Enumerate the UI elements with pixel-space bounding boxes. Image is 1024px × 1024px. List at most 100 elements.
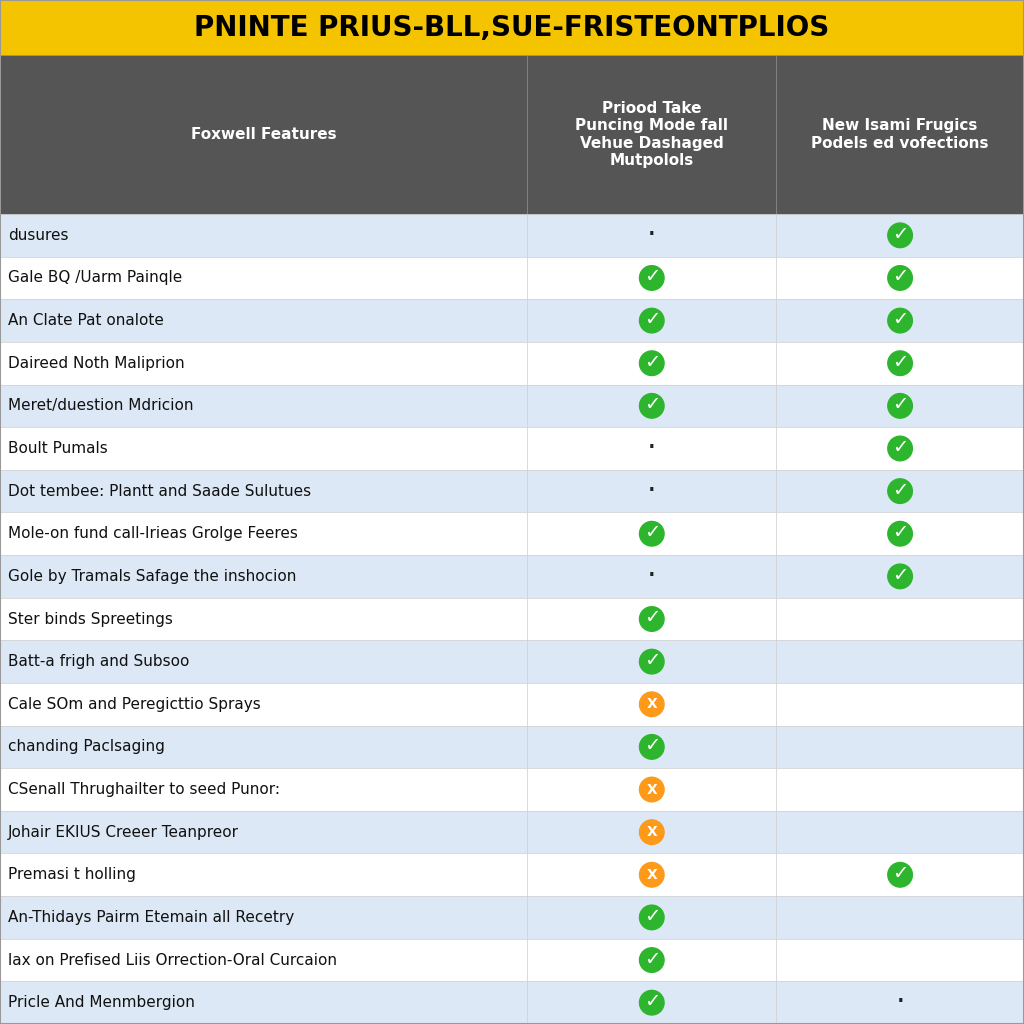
Text: ✓: ✓ (644, 651, 659, 670)
FancyBboxPatch shape (776, 385, 1024, 427)
Circle shape (639, 649, 665, 674)
Text: Meret/duestion Mdricion: Meret/duestion Mdricion (8, 398, 194, 414)
FancyBboxPatch shape (776, 811, 1024, 853)
FancyBboxPatch shape (0, 299, 527, 342)
FancyBboxPatch shape (527, 939, 776, 981)
Circle shape (639, 692, 665, 717)
Text: ·: · (895, 988, 905, 1017)
FancyBboxPatch shape (776, 214, 1024, 257)
FancyBboxPatch shape (0, 853, 527, 896)
Text: ✓: ✓ (892, 566, 908, 585)
FancyBboxPatch shape (0, 726, 527, 768)
Circle shape (639, 521, 665, 546)
Text: Ster binds Spreetings: Ster binds Spreetings (8, 611, 173, 627)
Circle shape (888, 223, 912, 248)
Text: CSenall Thrughailter to seed Punor:: CSenall Thrughailter to seed Punor: (8, 782, 281, 797)
FancyBboxPatch shape (776, 257, 1024, 299)
Text: New Isami Frugics
Podels ed vofections: New Isami Frugics Podels ed vofections (811, 119, 989, 151)
FancyBboxPatch shape (527, 257, 776, 299)
Text: Cale SOm and Peregicttio Sprays: Cale SOm and Peregicttio Sprays (8, 696, 261, 712)
Text: Dot tembee: Plantt and Saade Sulutues: Dot tembee: Plantt and Saade Sulutues (8, 483, 311, 499)
FancyBboxPatch shape (527, 427, 776, 470)
FancyBboxPatch shape (527, 768, 776, 811)
FancyBboxPatch shape (527, 811, 776, 853)
FancyBboxPatch shape (527, 470, 776, 512)
Text: X: X (646, 697, 657, 712)
FancyBboxPatch shape (776, 299, 1024, 342)
FancyBboxPatch shape (0, 385, 527, 427)
Text: PNINTE PRIUS-BLL,SUE-FRISTEONTPLIOS: PNINTE PRIUS-BLL,SUE-FRISTEONTPLIOS (195, 13, 829, 42)
Text: ✓: ✓ (644, 267, 659, 287)
FancyBboxPatch shape (776, 555, 1024, 598)
FancyBboxPatch shape (0, 214, 527, 257)
Text: ✓: ✓ (644, 992, 659, 1011)
Text: Batt-a frigh and Subsoo: Batt-a frigh and Subsoo (8, 654, 189, 669)
Text: lax on Prefised Liis Orrection-Oral Curcaion: lax on Prefised Liis Orrection-Oral Curc… (8, 952, 337, 968)
Text: ✓: ✓ (892, 352, 908, 372)
FancyBboxPatch shape (527, 981, 776, 1024)
FancyBboxPatch shape (776, 768, 1024, 811)
Text: X: X (646, 782, 657, 797)
Text: Gale BQ /Uarm Painqle: Gale BQ /Uarm Painqle (8, 270, 182, 286)
Circle shape (639, 265, 665, 290)
Text: Priood Take
Puncing Mode fall
Vehue Dashaged
Mutpolols: Priood Take Puncing Mode fall Vehue Dash… (575, 101, 728, 168)
FancyBboxPatch shape (527, 640, 776, 683)
Text: ·: · (647, 434, 656, 463)
Text: Premasi t holling: Premasi t holling (8, 867, 136, 883)
Text: ✓: ✓ (644, 310, 659, 329)
FancyBboxPatch shape (527, 512, 776, 555)
Text: Johair EKIUS Creeer Teanpreor: Johair EKIUS Creeer Teanpreor (8, 824, 240, 840)
Text: Daireed Noth Maliprion: Daireed Noth Maliprion (8, 355, 184, 371)
Circle shape (639, 606, 665, 631)
Text: dusures: dusures (8, 227, 69, 243)
Circle shape (639, 393, 665, 418)
FancyBboxPatch shape (527, 385, 776, 427)
FancyBboxPatch shape (776, 512, 1024, 555)
Text: X: X (646, 825, 657, 839)
Text: Foxwell Features: Foxwell Features (190, 127, 337, 142)
FancyBboxPatch shape (0, 342, 527, 385)
FancyBboxPatch shape (527, 853, 776, 896)
Text: Pricle And Menmbergion: Pricle And Menmbergion (8, 995, 195, 1011)
Text: ✓: ✓ (892, 267, 908, 287)
FancyBboxPatch shape (527, 555, 776, 598)
FancyBboxPatch shape (776, 470, 1024, 512)
FancyBboxPatch shape (776, 981, 1024, 1024)
FancyBboxPatch shape (527, 55, 776, 214)
Circle shape (888, 436, 912, 461)
FancyBboxPatch shape (776, 640, 1024, 683)
FancyBboxPatch shape (0, 470, 527, 512)
FancyBboxPatch shape (0, 55, 527, 214)
Text: An Clate Pat onalote: An Clate Pat onalote (8, 313, 164, 328)
Text: ✓: ✓ (644, 736, 659, 756)
Text: ✓: ✓ (892, 864, 908, 884)
FancyBboxPatch shape (776, 55, 1024, 214)
Text: Mole-on fund call-Irieas Grolge Feeres: Mole-on fund call-Irieas Grolge Feeres (8, 526, 298, 542)
FancyBboxPatch shape (776, 683, 1024, 726)
FancyBboxPatch shape (776, 427, 1024, 470)
Circle shape (888, 521, 912, 546)
Circle shape (888, 393, 912, 418)
Circle shape (639, 862, 665, 887)
Circle shape (888, 351, 912, 376)
Text: ✓: ✓ (892, 310, 908, 329)
Text: ✓: ✓ (644, 907, 659, 926)
Text: ✓: ✓ (644, 949, 659, 969)
FancyBboxPatch shape (527, 598, 776, 640)
Text: ·: · (647, 221, 656, 250)
FancyBboxPatch shape (0, 512, 527, 555)
FancyBboxPatch shape (0, 981, 527, 1024)
FancyBboxPatch shape (527, 896, 776, 939)
FancyBboxPatch shape (0, 0, 1024, 55)
FancyBboxPatch shape (776, 342, 1024, 385)
Text: ✓: ✓ (892, 523, 908, 543)
FancyBboxPatch shape (776, 598, 1024, 640)
Text: ✓: ✓ (892, 480, 908, 500)
Circle shape (639, 948, 665, 973)
Circle shape (639, 308, 665, 333)
Circle shape (639, 905, 665, 930)
Circle shape (888, 308, 912, 333)
FancyBboxPatch shape (527, 683, 776, 726)
FancyBboxPatch shape (0, 257, 527, 299)
FancyBboxPatch shape (0, 811, 527, 853)
